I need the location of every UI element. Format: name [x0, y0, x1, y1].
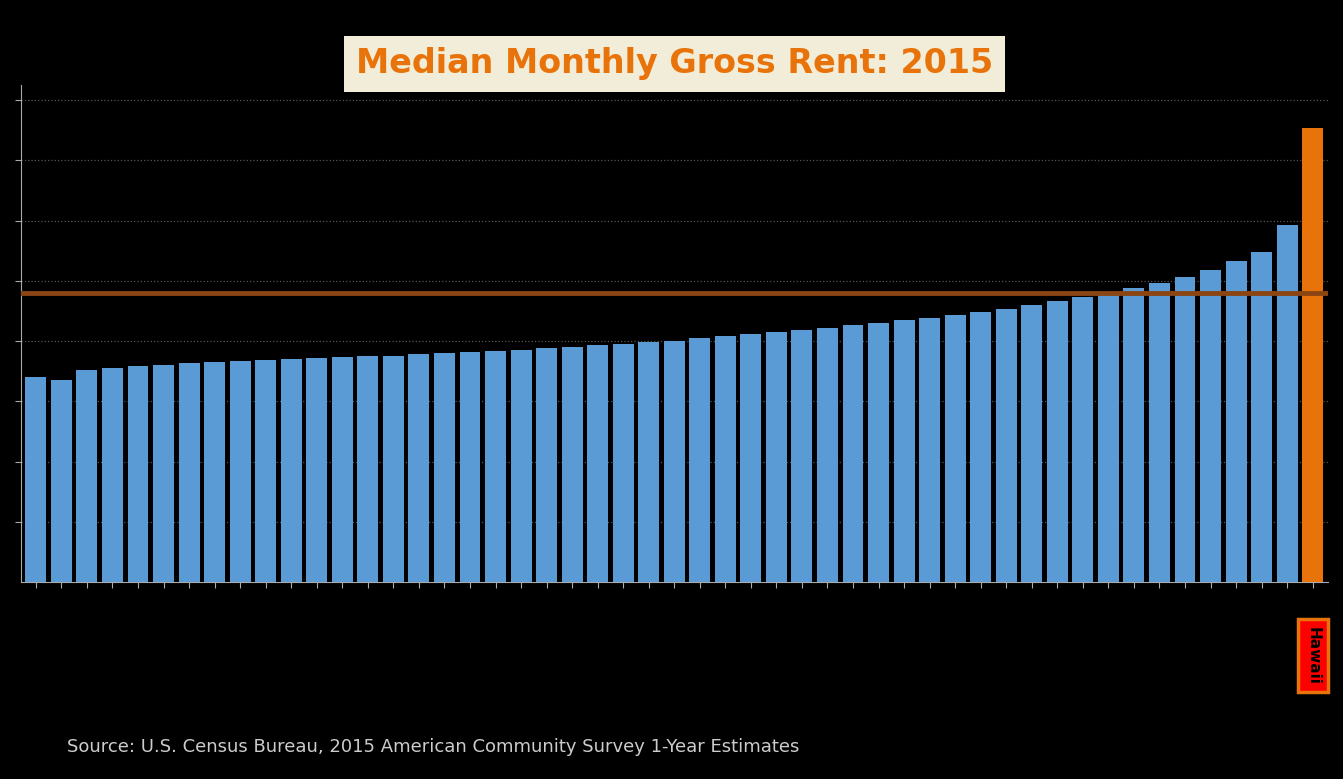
Bar — [1277, 225, 1297, 582]
Bar — [1072, 297, 1093, 582]
Bar — [868, 323, 889, 582]
Bar — [459, 352, 481, 582]
Bar — [77, 370, 98, 582]
Bar — [383, 355, 404, 582]
Bar — [128, 366, 149, 582]
Bar — [408, 354, 430, 582]
Bar — [332, 358, 353, 582]
Bar — [255, 360, 277, 582]
Bar — [510, 350, 532, 582]
Bar — [944, 315, 966, 582]
Bar — [153, 365, 175, 582]
Bar — [612, 344, 634, 582]
Bar — [1150, 283, 1170, 582]
Bar — [766, 332, 787, 582]
Bar — [638, 342, 659, 582]
Bar — [893, 320, 915, 582]
Bar — [1175, 277, 1195, 582]
Bar — [485, 351, 506, 582]
Bar — [714, 336, 736, 582]
Bar — [1226, 261, 1246, 582]
Bar — [663, 340, 685, 582]
Bar — [204, 362, 226, 582]
Text: Hawaii: Hawaii — [1305, 627, 1320, 685]
Bar — [1099, 292, 1119, 582]
Bar — [1303, 129, 1323, 582]
Bar — [740, 334, 761, 582]
Bar — [102, 368, 124, 582]
Bar — [689, 338, 710, 582]
Bar — [561, 347, 583, 582]
Bar — [26, 377, 47, 582]
Bar — [357, 357, 379, 582]
Bar — [179, 364, 200, 582]
Text: Source: U.S. Census Bureau, 2015 American Community Survey 1-Year Estimates: Source: U.S. Census Bureau, 2015 America… — [67, 738, 799, 756]
Bar — [919, 318, 940, 582]
Bar — [1021, 305, 1042, 582]
Bar — [51, 379, 73, 582]
Bar — [791, 330, 813, 582]
Bar — [306, 358, 328, 582]
Text: Median Monthly Gross Rent: 2015: Median Monthly Gross Rent: 2015 — [356, 48, 992, 80]
Bar — [1124, 287, 1144, 582]
Bar — [230, 361, 251, 582]
Bar — [1252, 252, 1272, 582]
Bar — [536, 348, 557, 582]
Bar — [1046, 301, 1068, 582]
Bar — [842, 325, 864, 582]
Bar — [970, 312, 991, 582]
Bar — [995, 309, 1017, 582]
Bar — [817, 328, 838, 582]
Bar — [434, 354, 455, 582]
Bar — [281, 359, 302, 582]
Bar — [1201, 270, 1221, 582]
Bar — [587, 345, 608, 582]
